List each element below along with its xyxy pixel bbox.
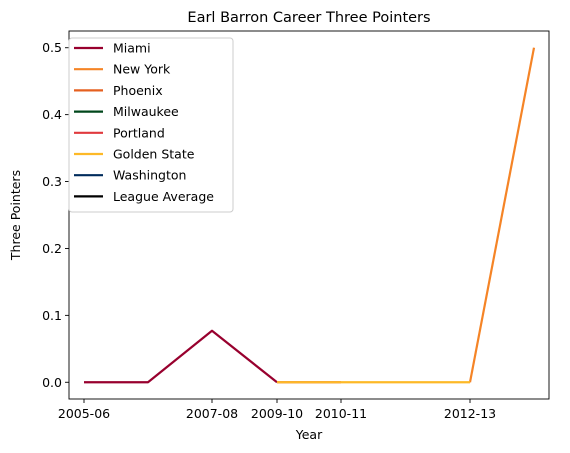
legend-label: New York: [113, 62, 171, 77]
y-tick-label: 0.3: [42, 174, 62, 189]
x-tick-label: 2005-06: [58, 406, 110, 421]
y-axis-ticks: 0.0 0.1 0.2 0.3 0.4 0.5: [42, 40, 69, 390]
x-tick-label: 2007-08: [186, 406, 238, 421]
legend-label: Portland: [113, 125, 165, 140]
legend: Miami New York Phoenix Milwaukee Portland Gol…: [68, 37, 234, 213]
chart-title: Earl Barron Career Three Pointers: [187, 10, 430, 26]
plot-lines: [84, 47, 536, 384]
x-axis-label: Year: [295, 427, 323, 442]
x-axis-ticks: 2005-06 2007-08 2009-10 2010-11 2012-13: [58, 399, 496, 421]
legend-label: Miami: [113, 41, 151, 56]
series-line-0: [84, 329, 278, 384]
series-line-1: [468, 47, 536, 383]
legend-label: League Average: [113, 189, 214, 204]
legend-label: Milwaukee: [113, 104, 179, 119]
y-axis-label: Three Pointers: [8, 170, 23, 261]
x-tick-label: 2010-11: [315, 406, 367, 421]
x-tick-label: 2012-13: [444, 406, 496, 421]
legend-label: Washington: [113, 168, 186, 183]
x-tick-label: 2009-10: [251, 406, 303, 421]
y-tick-label: 0.5: [42, 40, 62, 55]
legend-box: [68, 37, 234, 213]
legend-label: Golden State: [113, 147, 195, 162]
y-tick-label: 0.1: [42, 308, 62, 323]
legend-label: Phoenix: [113, 83, 163, 98]
y-tick-label: 0.0: [42, 375, 62, 390]
y-tick-label: 0.4: [42, 107, 62, 122]
y-tick-label: 0.2: [42, 241, 62, 256]
plot-frame: [68, 30, 550, 400]
